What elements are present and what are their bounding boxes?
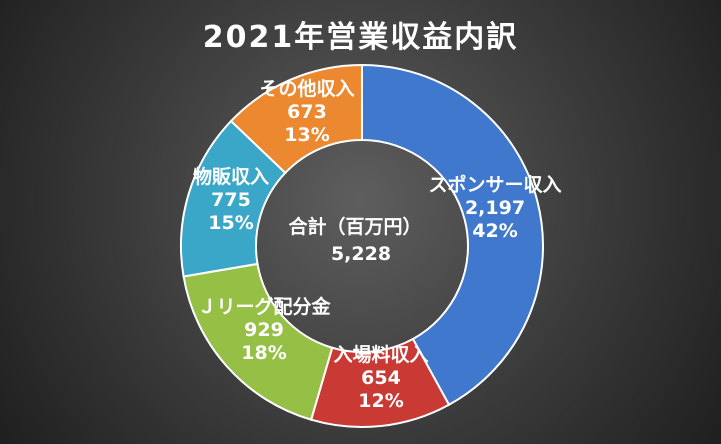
slice-jleague xyxy=(182,262,334,421)
slice-name: その他収入 xyxy=(259,77,354,100)
slice-label-other: その他収入 673 13% xyxy=(259,77,354,146)
slice-value: 929 xyxy=(244,319,284,341)
slice-label-merch: 物販収入 775 15% xyxy=(193,165,269,234)
slice-label-jleague: Ｊリーグ配分金 929 18% xyxy=(197,295,331,364)
chart-title: 2021年営業収益内訳 xyxy=(202,20,519,55)
center-label: 合計（百万円） xyxy=(288,215,421,238)
slice-value: 654 xyxy=(361,367,401,389)
slice-percent: 15% xyxy=(208,212,253,234)
slice-label-sponsor: スポンサー収入 2,197 42% xyxy=(428,173,561,242)
slice-value: 2,197 xyxy=(465,197,525,219)
slice-name: 入場料収入 xyxy=(333,343,428,366)
slice-percent: 42% xyxy=(472,220,517,242)
slice-percent: 12% xyxy=(358,390,403,412)
slice-other xyxy=(229,63,363,175)
center-value: 5,228 xyxy=(331,243,391,265)
slice-percent: 13% xyxy=(284,124,329,146)
slice-value: 775 xyxy=(211,189,251,211)
slice-value: 673 xyxy=(287,101,327,123)
slice-name: 物販収入 xyxy=(193,165,269,188)
slice-label-ticket: 入場料収入 654 12% xyxy=(333,343,428,412)
slice-name: スポンサー収入 xyxy=(428,173,561,196)
slice-percent: 18% xyxy=(241,342,286,364)
slice-name: Ｊリーグ配分金 xyxy=(197,295,331,318)
slice-sponsor xyxy=(361,63,544,407)
